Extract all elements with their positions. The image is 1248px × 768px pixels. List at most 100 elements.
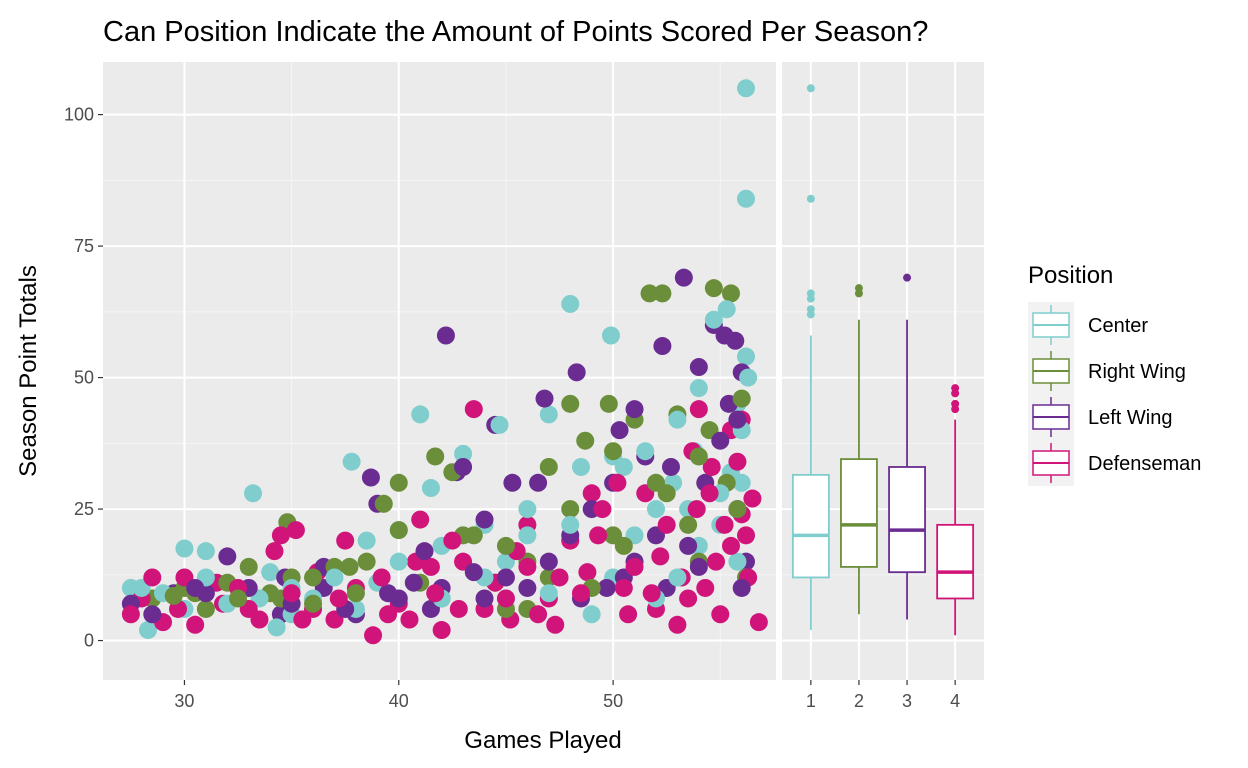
scatter-point-defenseman: [464, 400, 483, 419]
scatter-point-left-wing: [475, 589, 494, 608]
scatter-point-left-wing: [728, 410, 747, 429]
scatter-point-left-wing: [529, 473, 548, 492]
legend-title: Position: [1028, 262, 1113, 289]
scatter-point-defenseman: [372, 568, 391, 587]
scatter-point-defenseman: [736, 526, 755, 545]
scatter-point-right-wing: [239, 557, 258, 576]
scatter-point-defenseman: [696, 578, 715, 597]
legend-item-right-wing: Right Wing: [1028, 348, 1186, 394]
scatter-point-right-wing: [374, 494, 393, 513]
scatter-point-right-wing: [704, 279, 723, 298]
scatter-point-center: [244, 484, 263, 503]
scatter-point-defenseman: [578, 563, 597, 582]
scatter-point-right-wing: [689, 447, 708, 466]
scatter-point-left-wing: [218, 547, 237, 566]
scatter-point-defenseman: [589, 526, 608, 545]
scatter-point-defenseman: [619, 605, 638, 624]
scatter-point-defenseman: [271, 526, 290, 545]
scatter-point-left-wing: [475, 510, 494, 529]
scatter-point-defenseman: [679, 589, 698, 608]
scatter-point-right-wing: [604, 442, 623, 461]
scatter-point-defenseman: [336, 531, 355, 550]
scatter-point-defenseman: [432, 621, 451, 640]
scatter-point-center: [736, 347, 755, 366]
scatter-point-right-wing: [614, 536, 633, 555]
scatter-point-defenseman: [593, 500, 612, 519]
scatter-grid: [103, 62, 776, 680]
scatter-point-center: [539, 405, 558, 424]
scatter-point-defenseman: [687, 500, 706, 519]
scatter-point-defenseman: [282, 584, 301, 603]
x-tick-label: 40: [389, 691, 409, 711]
scatter-point-defenseman: [702, 457, 721, 476]
scatter-point-defenseman: [715, 515, 734, 534]
scatter-point-right-wing: [340, 557, 359, 576]
scatter-point-center: [454, 444, 473, 463]
scatter-point-center: [736, 79, 755, 98]
box-x-tick-label: 4: [950, 691, 960, 711]
scatter-point-defenseman: [443, 531, 462, 550]
scatter-point-left-wing: [404, 573, 423, 592]
scatter-point-defenseman: [743, 489, 762, 508]
boxplot-panel: 1 2 3 4: [782, 62, 984, 711]
scatter-point-defenseman: [706, 552, 725, 571]
scatter-point-center: [704, 310, 723, 329]
box-right-wing: [840, 284, 878, 615]
scatter-point-center: [646, 500, 665, 519]
y-axis-ticks: 0 25 50 75 100: [64, 105, 103, 651]
scatter-point-center: [736, 189, 755, 208]
legend: Position Center Right Wing Left Wing Defens…: [1028, 262, 1201, 486]
boxplot-boxes: [791, 84, 975, 636]
box-x-tick-label: 3: [902, 691, 912, 711]
scatter-point-left-wing: [186, 578, 205, 597]
box-defenseman: [936, 384, 975, 636]
box-outlier: [806, 84, 815, 93]
scatter-point-right-wing: [646, 473, 665, 492]
scatter-point-right-wing: [346, 584, 365, 603]
scatter-point-left-wing: [653, 337, 672, 356]
scatter-point-center: [389, 552, 408, 571]
scatter-point-defenseman: [582, 484, 601, 503]
scatter-point-left-wing: [597, 578, 616, 597]
legend-item-left-wing: Left Wing: [1028, 394, 1172, 440]
scatter-points: [121, 79, 768, 645]
legend-item-center: Center: [1028, 302, 1148, 348]
scatter-point-center: [357, 531, 376, 550]
box-x-tick-label: 1: [806, 691, 816, 711]
scatter-point-right-wing: [640, 284, 659, 303]
scatter-point-right-wing: [426, 447, 445, 466]
scatter-point-center: [139, 621, 158, 640]
scatter-point-right-wing: [357, 552, 376, 571]
scatter-point-center: [689, 379, 708, 398]
scatter-point-right-wing: [561, 500, 580, 519]
scatter-point-left-wing: [679, 536, 698, 555]
scatter-point-right-wing: [653, 284, 672, 303]
scatter-point-center: [490, 415, 509, 434]
scatter-point-defenseman: [449, 599, 468, 618]
y-tick-label: 25: [74, 499, 94, 519]
scatter-point-defenseman: [143, 568, 162, 587]
box-left-wing: [888, 273, 926, 620]
scatter-panel: 0 25 50 75 100 30 40 50: [64, 62, 776, 711]
scatter-point-center: [342, 452, 361, 471]
scatter-point-right-wing: [229, 589, 248, 608]
scatter-point-left-wing: [436, 326, 455, 345]
scatter-point-defenseman: [625, 557, 644, 576]
legend-label: Center: [1088, 315, 1148, 337]
box-outlier: [903, 273, 912, 282]
scatter-point-left-wing: [661, 457, 680, 476]
legend-label: Right Wing: [1088, 361, 1186, 383]
scatter-point-left-wing: [415, 542, 434, 561]
y-tick-label: 75: [74, 236, 94, 256]
scatter-point-center: [261, 563, 280, 582]
box-outlier: [951, 384, 960, 393]
boxplot-x-ticks: 1 2 3 4: [806, 680, 960, 711]
scatter-point-right-wing: [389, 521, 408, 540]
x-tick-label: 50: [603, 691, 623, 711]
x-axis-title: Games Played: [464, 727, 621, 754]
legend-items: Center Right Wing Left Wing Defenseman: [1028, 302, 1201, 486]
scatter-point-right-wing: [561, 394, 580, 413]
x-axis-ticks: 30 40 50: [174, 680, 623, 711]
scatter-point-defenseman: [711, 605, 730, 624]
scatter-point-right-wing: [304, 568, 323, 587]
